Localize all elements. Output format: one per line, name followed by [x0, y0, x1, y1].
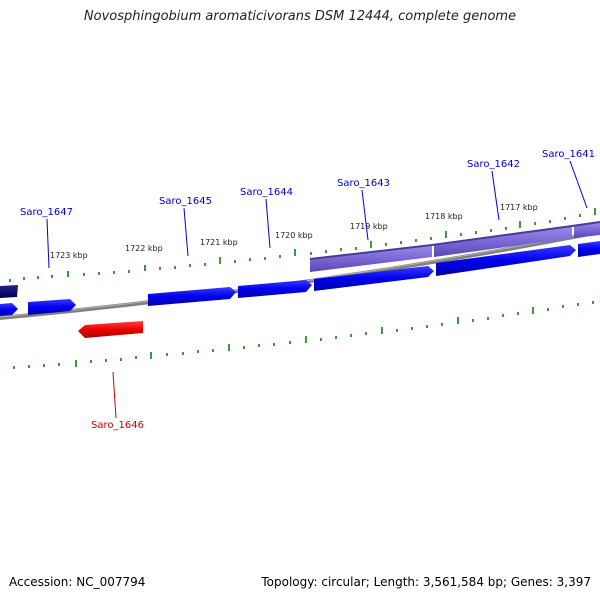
gene-arrow [0, 303, 18, 316]
gene-label: Saro_1643 [337, 178, 390, 189]
map-title: Novosphingobium aromaticivorans DSM 1244… [83, 9, 517, 24]
leader-line [46, 218, 50, 269]
gene-arrow-left-edge [0, 285, 18, 298]
leader-line [569, 160, 588, 209]
gene-arrow [238, 280, 312, 298]
gene-arrow [314, 266, 434, 291]
accession-label: Accession: NC_007794 [9, 575, 146, 589]
gene-label: Saro_1641 [542, 149, 595, 160]
gene-label: Saro_1647 [20, 207, 73, 218]
scale-label: 1723 kbp [50, 251, 88, 260]
leader-line [265, 198, 271, 249]
leader-line [183, 207, 189, 257]
gene-label: Saro_1644 [240, 187, 293, 198]
gene-arrow [148, 287, 236, 306]
gene-arrow [436, 245, 576, 276]
scale-label: 1718 kbp [425, 212, 463, 221]
leader-line [361, 189, 369, 241]
scale-label: 1722 kbp [125, 244, 163, 253]
operon-band [574, 222, 600, 238]
operon-band [310, 245, 432, 272]
upper-tick-row [9, 208, 596, 282]
gene-arrow [28, 299, 76, 315]
leader-line [112, 371, 117, 419]
scale-label: 1717 kbp [500, 203, 538, 212]
leader-line [491, 170, 500, 221]
operon-band [434, 226, 572, 257]
genome-summary: Topology: circular; Length: 3,561,584 bp… [261, 575, 591, 589]
scale-label: 1721 kbp [200, 238, 238, 247]
scale-label: 1719 kbp [350, 222, 388, 231]
operon-band-edge [309, 221, 600, 260]
gene-label: Saro_1642 [467, 159, 520, 170]
gene-label: Saro_1646 [91, 420, 144, 431]
gene-arrow-reverse [78, 321, 143, 338]
lower-tick-row [13, 301, 594, 369]
scale-label: 1720 kbp [275, 231, 313, 240]
gene-label: Saro_1645 [159, 196, 212, 207]
gene-arrow [578, 241, 600, 257]
